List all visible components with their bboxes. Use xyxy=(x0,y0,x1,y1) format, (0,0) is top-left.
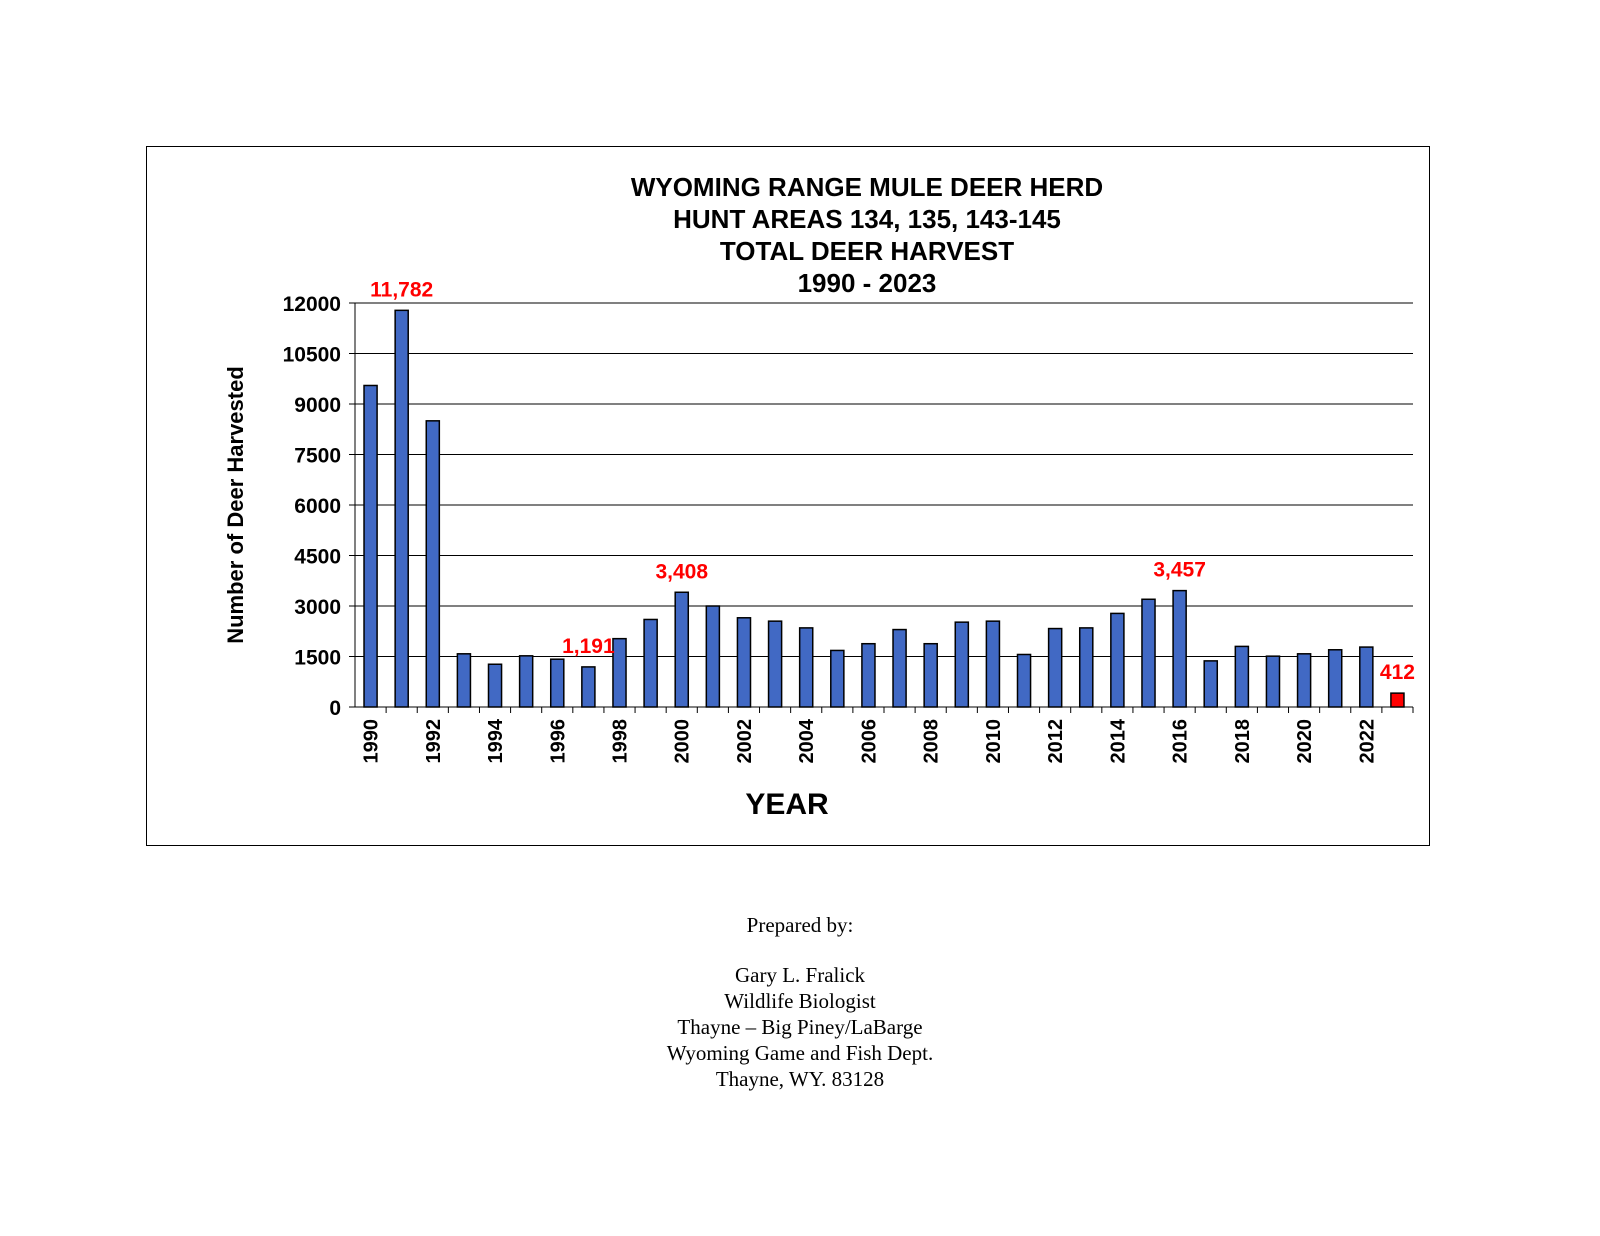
bar xyxy=(549,658,565,708)
y-tick-label: 7500 xyxy=(294,445,341,468)
x-tick-label: 2018 xyxy=(1232,719,1254,764)
bar xyxy=(363,384,378,708)
x-tick-label: 1994 xyxy=(485,718,507,763)
bar xyxy=(1172,589,1187,708)
y-tick-label: 4500 xyxy=(294,546,341,569)
bar xyxy=(1359,646,1374,708)
bar xyxy=(1016,653,1032,708)
chart-title-line: 1990 - 2023 xyxy=(798,268,937,298)
data-label: 3,408 xyxy=(655,560,708,583)
bar xyxy=(1047,627,1063,708)
prepared-by-block: Prepared by: Gary L. Fralick Wildlife Bi… xyxy=(0,912,1600,1092)
bar xyxy=(487,663,503,708)
bar xyxy=(1296,653,1312,708)
x-tick-label: 2000 xyxy=(672,719,694,764)
data-label: 412 xyxy=(1380,661,1415,684)
x-tick-label: 1992 xyxy=(423,719,445,764)
x-tick-label: 2016 xyxy=(1170,719,1192,764)
x-tick-label: 2006 xyxy=(858,719,880,764)
bar xyxy=(1203,660,1219,708)
bar xyxy=(425,420,441,708)
x-tick-label: 2012 xyxy=(1045,719,1067,764)
data-label: 11,782 xyxy=(370,278,433,301)
y-axis-label: Number of Deer Harvested xyxy=(223,366,248,644)
x-tick-label: 1996 xyxy=(547,719,569,764)
x-tick-label: 2002 xyxy=(734,719,756,764)
preparer-name: Gary L. Fralick xyxy=(734,963,866,987)
y-tick-label: 3000 xyxy=(294,596,341,619)
bar xyxy=(923,642,938,708)
bar xyxy=(954,621,970,708)
bar xyxy=(1265,655,1281,708)
x-tick-label: 2014 xyxy=(1107,718,1129,763)
y-tick-label: 12000 xyxy=(283,293,341,316)
data-label: 3,457 xyxy=(1153,559,1206,582)
y-tick-label: 10500 xyxy=(283,344,341,367)
bar xyxy=(705,605,721,708)
bar xyxy=(456,653,472,708)
y-tick-label: 0 xyxy=(329,697,341,720)
bar xyxy=(1078,627,1094,708)
x-tick-label: 2008 xyxy=(921,719,943,764)
bar xyxy=(1110,612,1125,708)
bar xyxy=(1141,598,1156,708)
bar xyxy=(518,655,534,708)
x-tick-label: 2010 xyxy=(983,719,1005,764)
chart-title-line: HUNT AREAS 134, 135, 143-145 xyxy=(673,204,1061,234)
y-tick-label: 6000 xyxy=(294,495,341,518)
preparer-address: Thayne, WY. 83128 xyxy=(715,1067,885,1091)
bar xyxy=(767,620,783,708)
x-tick-label: 1998 xyxy=(610,719,632,764)
bar xyxy=(830,649,845,708)
bar xyxy=(674,591,690,708)
data-label: 1,191 xyxy=(562,635,615,658)
y-tick-label: 1500 xyxy=(294,647,341,670)
preparer-agency: Wyoming Game and Fish Dept. xyxy=(666,1041,934,1065)
bar xyxy=(1327,649,1343,708)
x-tick-label: 2020 xyxy=(1294,719,1316,764)
bar xyxy=(861,642,876,708)
bar xyxy=(798,627,814,708)
bar xyxy=(612,637,627,708)
x-tick-label: 1990 xyxy=(361,719,383,764)
prepared-heading: Prepared by: xyxy=(746,913,854,937)
bar xyxy=(643,618,658,708)
chart-frame: WYOMING RANGE MULE DEER HERD HUNT AREAS 1… xyxy=(146,146,1430,846)
preparer-role: Wildlife Biologist xyxy=(724,989,876,1013)
chart-title-line: TOTAL DEER HARVEST xyxy=(720,236,1014,266)
bar xyxy=(1390,692,1405,708)
x-tick-label: 2004 xyxy=(796,718,818,763)
y-tick-label: 9000 xyxy=(294,394,341,417)
bar xyxy=(581,666,596,708)
bar xyxy=(394,309,409,708)
chart-title-line: WYOMING RANGE MULE DEER HERD xyxy=(631,172,1103,202)
x-axis-label: YEAR xyxy=(745,788,829,821)
x-tick-label: 2022 xyxy=(1356,719,1378,764)
bar xyxy=(985,620,1001,708)
bar xyxy=(736,617,752,708)
bar xyxy=(1234,645,1250,708)
bar xyxy=(892,628,907,708)
preparer-office: Thayne – Big Piney/LaBarge xyxy=(677,1015,923,1039)
